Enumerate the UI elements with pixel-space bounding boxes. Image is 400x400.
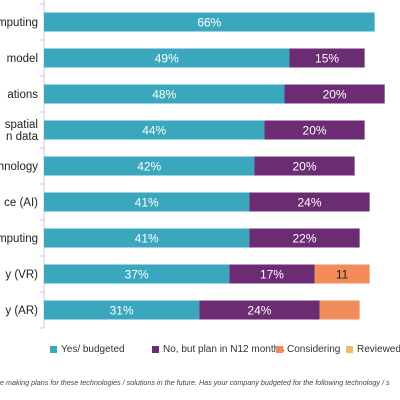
category-label: ations	[7, 89, 38, 101]
category-label: model	[7, 53, 38, 65]
legend-swatch	[50, 346, 57, 353]
data-label: 66%	[197, 16, 221, 30]
bar-segment	[44, 48, 290, 68]
category-label: mputing	[0, 233, 38, 245]
data-label: 11	[336, 268, 349, 282]
data-label: 41%	[135, 196, 159, 210]
bar-segment	[44, 228, 250, 248]
bar-segment	[289, 48, 365, 68]
bar-segment	[199, 300, 320, 320]
data-label: 48%	[152, 88, 176, 102]
bar-segment	[44, 156, 255, 176]
footnote: e making plans for these technologies / …	[0, 378, 390, 387]
legend-item-considering: Considering	[276, 344, 340, 355]
legend-item-yes-budgeted: Yes/ budgeted	[50, 344, 125, 355]
bar-segment	[319, 300, 360, 320]
legend-label: Reviewed	[357, 344, 400, 355]
bar-segment	[284, 84, 385, 104]
bar-segment	[249, 192, 370, 212]
data-label: 15%	[315, 52, 339, 66]
data-label: 37%	[125, 268, 149, 282]
bar-segment	[44, 192, 250, 212]
data-label: 20%	[303, 124, 327, 138]
data-label: 31%	[110, 304, 134, 318]
legend-item-reviewed: Reviewed	[346, 344, 400, 355]
legend-swatch	[276, 346, 283, 353]
data-label: 49%	[155, 52, 179, 66]
data-label: 24%	[247, 304, 271, 318]
bar-segment	[44, 300, 200, 320]
data-label: 42%	[137, 160, 161, 174]
bar-segment	[249, 228, 360, 248]
category-label: chnology	[0, 161, 38, 173]
bar-segment	[44, 12, 375, 32]
data-label: 17%	[260, 268, 284, 282]
data-label: 41%	[135, 232, 159, 246]
bar-segment	[44, 264, 230, 284]
stacked-bar-chart: omputing 66% model 49% 15% ations 48% 20% spatia…	[0, 0, 385, 329]
legend-label: Yes/ budgeted	[61, 344, 125, 355]
bar-segment	[254, 156, 355, 176]
category-label: y (VR)	[5, 269, 38, 281]
data-label: 44%	[142, 124, 166, 138]
category-label: y (AR)	[5, 305, 38, 317]
category-label: ce (AI)	[4, 197, 38, 209]
bar-segment	[314, 264, 370, 284]
legend-label: No, but plan in N12 months	[163, 344, 285, 355]
legend-swatch	[346, 346, 353, 353]
bar-segment	[229, 264, 315, 284]
category-label: omputing	[0, 17, 38, 29]
legend-item-plan-n12: No, but plan in N12 months	[152, 344, 284, 355]
data-label: 20%	[323, 88, 347, 102]
data-label: 20%	[293, 160, 317, 174]
data-label: 24%	[298, 196, 322, 210]
category-label: spatial	[5, 119, 38, 131]
legend-label: Considering	[287, 344, 341, 355]
bar-segment	[264, 120, 365, 140]
legend: Yes/ budgeted No, but plan in N12 months…	[0, 344, 400, 360]
data-label: 22%	[293, 232, 317, 246]
bar-segment	[44, 120, 265, 140]
legend-swatch	[152, 346, 159, 353]
category-label: n data	[6, 131, 39, 143]
bar-segment	[44, 84, 285, 104]
